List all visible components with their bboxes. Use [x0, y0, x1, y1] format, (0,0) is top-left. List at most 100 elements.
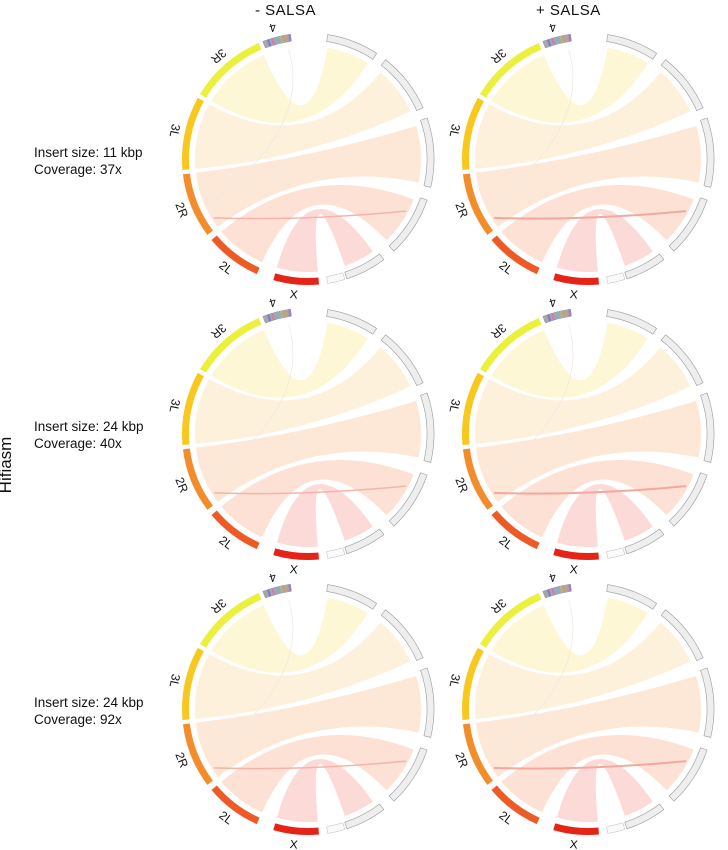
- contig-arc: [700, 667, 715, 738]
- chromosome-label-2r: 2R: [452, 200, 471, 220]
- small-contig-mark: [546, 314, 552, 322]
- chromosome-label-3l: 3L: [167, 123, 184, 139]
- contig-arc: [624, 528, 665, 555]
- contig-arc: [344, 803, 385, 830]
- small-contig-mark: [551, 587, 556, 596]
- contig-arc: [606, 272, 626, 284]
- chromosome-arc-3r: [199, 593, 262, 648]
- contig-arc: [660, 59, 704, 111]
- chromosome-label-2r: 2R: [172, 750, 191, 770]
- chromosome-arc-2l: [211, 510, 260, 550]
- contig-arc: [388, 197, 428, 252]
- chromosome-arc-3r: [199, 43, 262, 98]
- link-line: [487, 49, 574, 207]
- contig-arc: [700, 392, 715, 463]
- link-ribbon-x: [556, 758, 653, 822]
- chromosome-label-2r: 2R: [172, 475, 191, 495]
- contig-arc: [388, 747, 428, 802]
- contig-arc: [344, 528, 385, 555]
- chromosome-label-3l: 3L: [447, 398, 464, 414]
- contig-arc: [668, 472, 708, 527]
- link-ribbon-3l: [195, 72, 411, 169]
- contig-arc: [624, 253, 665, 280]
- chromosome-label-3l: 3L: [447, 673, 464, 689]
- link-ribbon-x: [556, 483, 653, 547]
- contig-arc: [660, 334, 704, 386]
- chromosome-arc-x: [553, 823, 599, 835]
- link-ribbon-2l: [221, 735, 414, 813]
- column-header-minus-salsa: - SALSA: [255, 2, 317, 19]
- link-ribbon-3l: [195, 622, 411, 719]
- small-contig-mark: [283, 309, 288, 318]
- contig-arc: [660, 609, 704, 661]
- contig-arc: [668, 197, 708, 252]
- link-ribbon-2r: [475, 675, 701, 778]
- link-ribbon-3l: [475, 622, 691, 719]
- contig-arc: [380, 334, 424, 386]
- small-contig-mark: [555, 311, 560, 320]
- coverage-text: Coverage: 40x: [34, 436, 122, 451]
- link-line: [493, 760, 687, 770]
- insert-size-text: Insert size: 24 kbp: [34, 695, 144, 710]
- link-ribbon-x: [276, 758, 373, 822]
- chromosome-arc-x: [273, 548, 319, 560]
- small-contig-mark: [563, 34, 568, 43]
- chromosome-label-3l: 3L: [447, 123, 464, 139]
- chromosome-label-4: 4: [267, 570, 277, 585]
- contig-arc: [606, 822, 626, 834]
- link-line: [487, 599, 574, 757]
- small-contig-mark: [275, 311, 280, 320]
- link-line: [207, 324, 294, 482]
- small-contig-mark: [279, 35, 284, 44]
- contig-arc: [326, 584, 378, 610]
- link-ribbon-2r: [195, 400, 421, 503]
- link-line: [213, 210, 407, 220]
- link-ribbon-3l: [475, 347, 691, 444]
- chromosome-label-4: 4: [267, 295, 277, 310]
- chromosome-label-2r: 2R: [172, 200, 191, 220]
- link-ribbon-x: [556, 208, 653, 272]
- contig-arc: [606, 34, 658, 60]
- row-info-3: Insert size: 24 kbp Coverage: 92x: [34, 694, 144, 728]
- contig-arc: [606, 584, 658, 610]
- chromosome-label-2l: 2L: [497, 258, 516, 277]
- contig-arc: [326, 822, 346, 834]
- link-line: [493, 210, 687, 220]
- chromosome-arc-2r: [182, 723, 213, 785]
- chromosome-arc-2l: [491, 510, 540, 550]
- chromosome-label-x: X: [289, 837, 298, 850]
- chromosome-label-x: X: [569, 562, 578, 577]
- chromosome-label-4: 4: [547, 20, 557, 35]
- small-contig-mark: [271, 587, 276, 596]
- contig-arc: [326, 272, 346, 284]
- contig-arc: [420, 667, 435, 738]
- chromosome-arc-2l: [211, 785, 260, 825]
- chromosome-arc-3l: [182, 647, 204, 720]
- chromosome-arc-x: [273, 823, 319, 835]
- chromosome-arc-3r: [479, 318, 542, 373]
- chromosome-label-4: 4: [267, 20, 277, 35]
- small-contig-mark: [283, 34, 288, 43]
- column-header-plus-salsa: + SALSA: [536, 2, 601, 19]
- small-contig-mark: [551, 312, 556, 321]
- small-contig-mark: [568, 309, 572, 317]
- contig-arc: [326, 309, 378, 335]
- small-contig-mark: [546, 39, 552, 47]
- chromosome-label-2l: 2L: [497, 808, 516, 827]
- link-ribbon-3r: [491, 47, 648, 123]
- chromosome-label-2l: 2L: [217, 258, 236, 277]
- insert-size-text: Insert size: 24 kbp: [34, 419, 144, 434]
- chromosome-arc-2r: [182, 173, 213, 235]
- small-contig-mark: [279, 585, 284, 594]
- chromosome-arc-2r: [462, 448, 493, 510]
- chromosome-label-x: X: [569, 837, 578, 850]
- link-ribbon-3r: [491, 322, 648, 398]
- link-ribbon-2r: [195, 675, 421, 778]
- chromosome-label-x: X: [289, 562, 298, 577]
- chromosome-arc-2l: [211, 235, 260, 275]
- link-ribbon-2l: [221, 185, 414, 263]
